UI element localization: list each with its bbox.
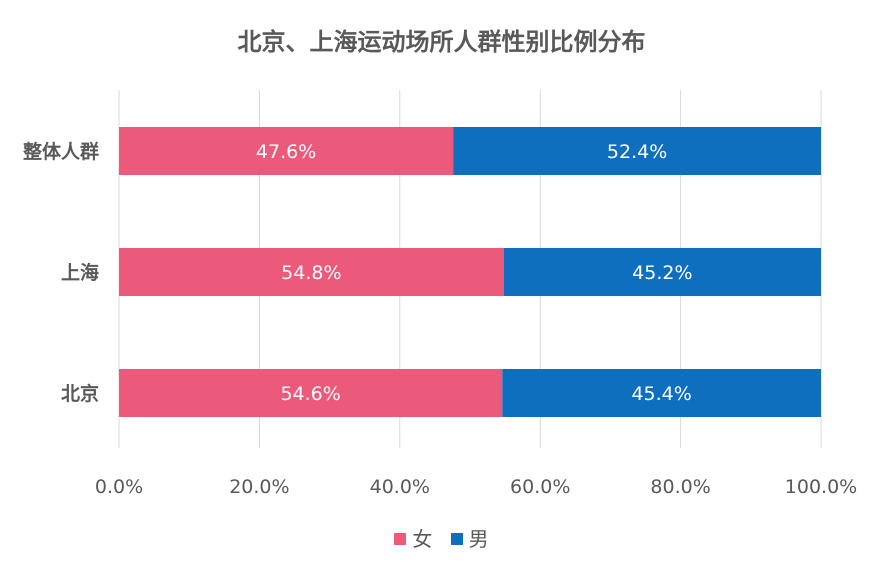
data-label: 54.6%: [280, 383, 340, 405]
x-tick-label: 80.0%: [650, 476, 710, 498]
category-label: 北京: [61, 382, 99, 405]
bar-male: [503, 248, 821, 296]
x-tick-label: 20.0%: [229, 476, 289, 498]
category-label: 上海: [61, 261, 99, 284]
legend-label-male: 男: [468, 527, 489, 551]
legend-item-female: 女: [394, 523, 432, 552]
bar-male: [502, 369, 821, 417]
bar-female: [119, 369, 503, 417]
legend-swatch-male: [450, 532, 463, 545]
data-label: 45.4%: [631, 383, 691, 405]
bar-female: [119, 127, 454, 175]
legend-label-female: 女: [412, 527, 433, 551]
data-label: 45.2%: [632, 262, 692, 284]
legend: 女 男: [0, 523, 883, 552]
data-label: 54.8%: [281, 262, 341, 284]
bar-male: [453, 127, 821, 175]
x-tick-label: 60.0%: [510, 476, 570, 498]
chart-title: 北京、上海运动场所人群性别比例分布: [237, 28, 646, 56]
data-label: 47.6%: [256, 141, 316, 163]
bar-female: [119, 248, 504, 296]
x-tick-label: 40.0%: [370, 476, 430, 498]
legend-item-male: 男: [450, 523, 489, 552]
x-tick-label: 0.0%: [95, 476, 143, 498]
category-label: 整体人群: [23, 140, 99, 163]
legend-swatch-female: [394, 532, 407, 545]
x-tick-label: 100.0%: [785, 476, 857, 498]
data-label: 52.4%: [607, 141, 667, 163]
